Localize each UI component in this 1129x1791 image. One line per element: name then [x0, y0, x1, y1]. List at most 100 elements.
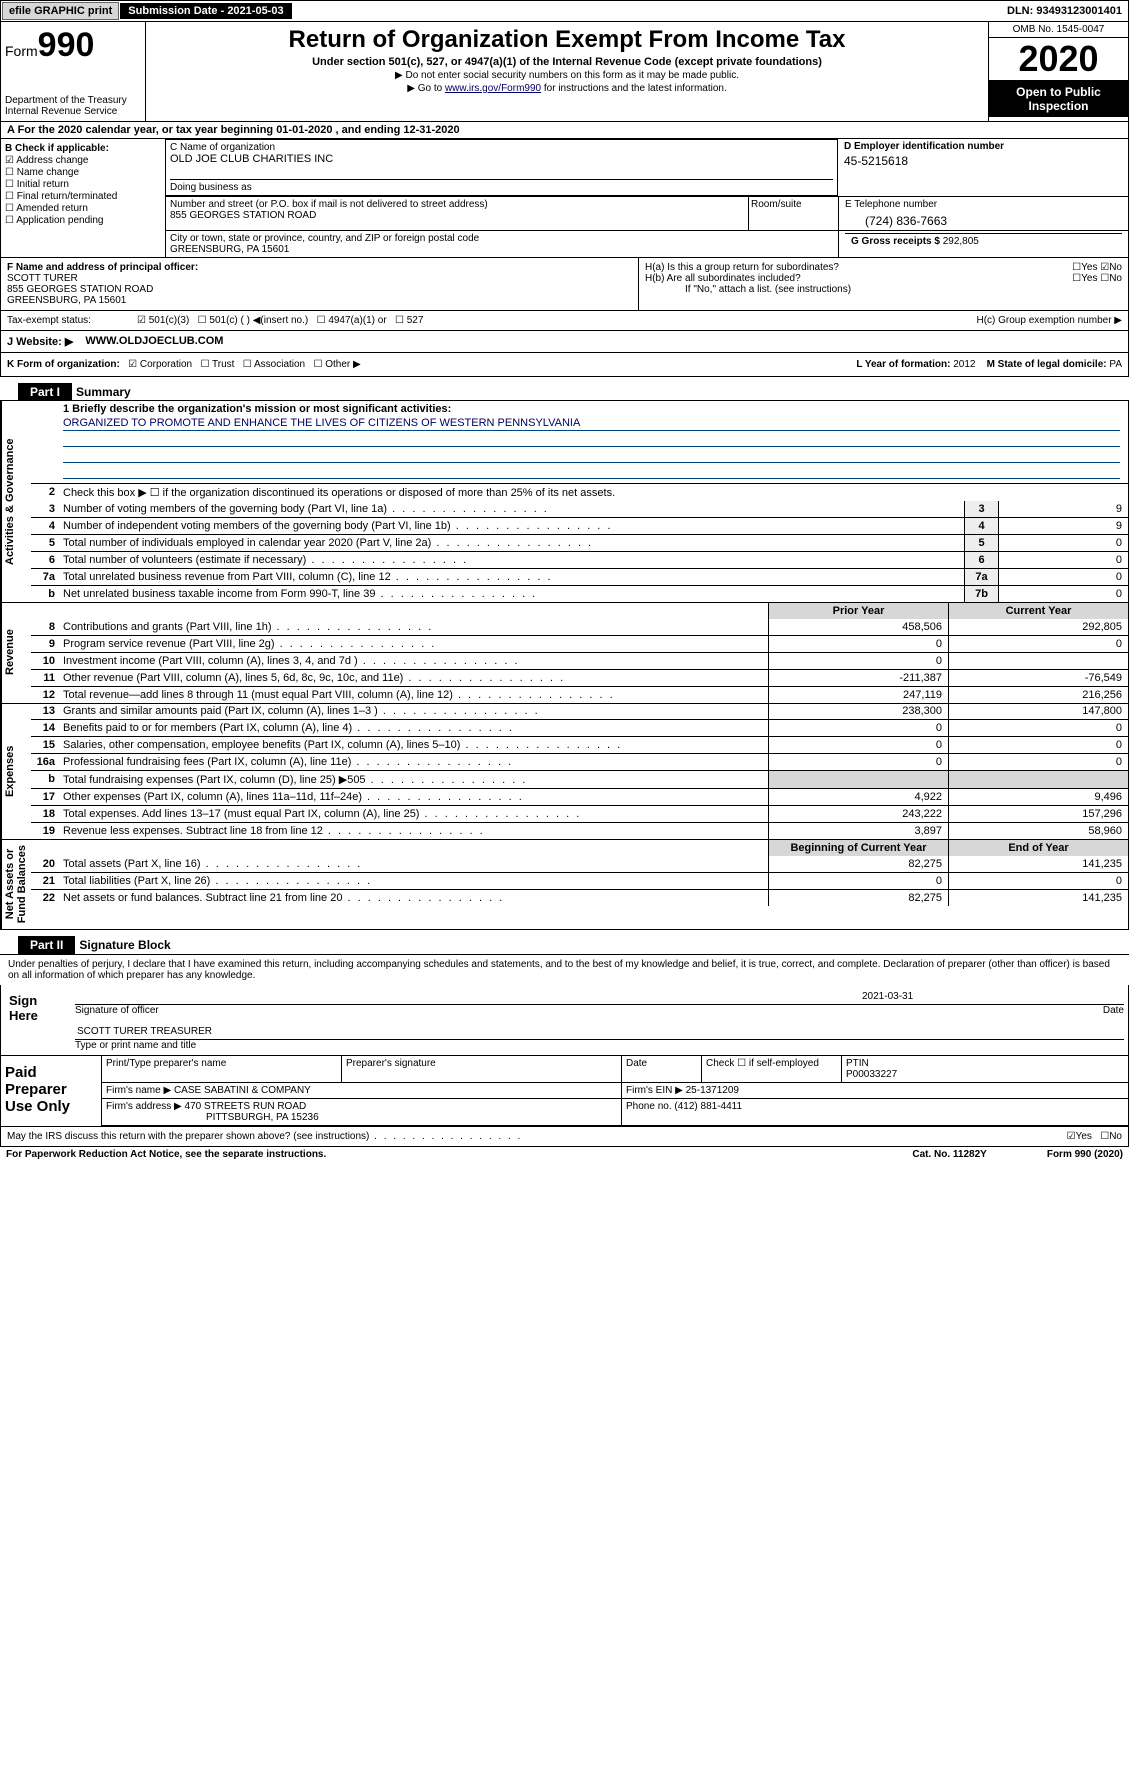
ssn-note: ▶ Do not enter social security numbers o… [150, 70, 984, 81]
m-label: M State of legal domicile: [987, 359, 1110, 370]
room-label: Room/suite [748, 197, 838, 230]
k-corp: Corporation [140, 359, 192, 370]
dba-label: Doing business as [170, 179, 833, 193]
discuss-no: No [1109, 1131, 1122, 1142]
ptin-val: P00033227 [846, 1069, 1124, 1080]
summary-row: 15Salaries, other compensation, employee… [31, 736, 1128, 753]
l-value: 2012 [953, 359, 975, 370]
summary-row: bTotal fundraising expenses (Part IX, co… [31, 770, 1128, 788]
sig-officer-line[interactable] [77, 991, 862, 1002]
omb-number: OMB No. 1545-0047 [989, 22, 1128, 38]
cat-no: Cat. No. 11282Y [912, 1149, 986, 1160]
summary-row: 5Total number of individuals employed in… [31, 534, 1128, 551]
beg-year-hdr: Beginning of Current Year [768, 840, 948, 856]
hb-note: If "No," attach a list. (see instruction… [645, 284, 1122, 295]
addr-label: Number and street (or P.O. box if mail i… [170, 199, 744, 210]
summary-row: 10Investment income (Part VIII, column (… [31, 652, 1128, 669]
ptin-lbl: PTIN [846, 1058, 1124, 1069]
firm-city: PITTSBURGH, PA 15236 [106, 1112, 617, 1123]
colb-item[interactable]: ☐ Initial return [5, 179, 161, 190]
firm-addr: 470 STREETS RUN ROAD [185, 1101, 307, 1112]
tel-label: E Telephone number [845, 199, 1122, 210]
side-revenue: Revenue [1, 602, 31, 703]
tax-status-opts: ☑ 501(c)(3) ☐ 501(c) ( ) ◀(insert no.) ☐… [137, 315, 423, 326]
prep-name-lbl: Print/Type preparer's name [101, 1056, 341, 1082]
irs-link[interactable]: www.irs.gov/Form990 [445, 83, 541, 94]
summary-row: 17Other expenses (Part IX, column (A), l… [31, 788, 1128, 805]
city-value: GREENSBURG, PA 15601 [170, 244, 834, 255]
summary-row: 19Revenue less expenses. Subtract line 1… [31, 822, 1128, 839]
part1-title: Summary [76, 385, 131, 399]
tel-value: (724) 836-7663 [865, 214, 1122, 228]
colb-item[interactable]: ☐ Amended return [5, 203, 161, 214]
ein-value: 45-5215618 [844, 154, 1122, 168]
website-label: J Website: ▶ [7, 335, 73, 348]
hb-yes: Yes [1081, 273, 1097, 284]
form-prefix: Form [5, 43, 38, 59]
l-label: L Year of formation: [856, 359, 953, 370]
city-label: City or town, state or province, country… [170, 233, 834, 244]
website-url: WWW.OLDJOECLUB.COM [85, 335, 223, 348]
pra-notice: For Paperwork Reduction Act Notice, see … [6, 1149, 326, 1160]
phone-val: (412) 881-4411 [674, 1101, 742, 1112]
mission-text: ORGANIZED TO PROMOTE AND ENHANCE THE LIV… [63, 417, 1120, 431]
summary-row: 18Total expenses. Add lines 13–17 (must … [31, 805, 1128, 822]
part2-header: Part II [18, 936, 75, 954]
check-self: Check ☐ if self-employed [701, 1056, 841, 1082]
summary-row: 20Total assets (Part X, line 16)82,27514… [31, 856, 1128, 872]
prep-sig-lbl: Preparer's signature [341, 1056, 621, 1082]
part1-header: Part I [18, 383, 72, 401]
curr-year-hdr: Current Year [948, 603, 1128, 619]
summary-row: 14Benefits paid to or for members (Part … [31, 719, 1128, 736]
form-num: 990 [38, 26, 95, 64]
colb-item[interactable]: ☑ Address change [5, 155, 161, 166]
summary-row: 7aTotal unrelated business revenue from … [31, 568, 1128, 585]
summary-row: 6Total number of volunteers (estimate if… [31, 551, 1128, 568]
form-number-block: Form990 Department of the Treasury Inter… [1, 22, 146, 121]
officer-city: GREENSBURG, PA 15601 [7, 295, 632, 306]
form-subtitle: Under section 501(c), 527, or 4947(a)(1)… [150, 56, 984, 68]
line2-text: Check this box ▶ ☐ if the organization d… [59, 484, 1128, 501]
colb-item[interactable]: ☐ Name change [5, 167, 161, 178]
col-b-label: B Check if applicable: [5, 143, 161, 154]
submission-date: Submission Date - 2021-05-03 [120, 3, 291, 19]
discuss-text: May the IRS discuss this return with the… [7, 1131, 522, 1142]
hc-label: H(c) Group exemption number ▶ [976, 315, 1122, 326]
org-name: OLD JOE CLUB CHARITIES INC [170, 153, 833, 165]
end-year-hdr: End of Year [948, 840, 1128, 856]
mission-label: 1 Briefly describe the organization's mi… [63, 403, 1120, 415]
side-netassets: Net Assets or Fund Balances [1, 839, 31, 929]
side-expenses: Expenses [1, 703, 31, 839]
colb-item[interactable]: ☐ Final return/terminated [5, 191, 161, 202]
k-other: Other ▶ [325, 359, 360, 370]
sig-date: 2021-03-31 [862, 991, 1122, 1002]
summary-row: 22Net assets or fund balances. Subtract … [31, 889, 1128, 906]
sign-here: Sign Here [1, 985, 71, 1055]
m-value: PA [1109, 359, 1122, 370]
col-b: B Check if applicable: ☑ Address change☐… [1, 139, 166, 257]
org-name-label: C Name of organization [170, 142, 833, 153]
prior-year-hdr: Prior Year [768, 603, 948, 619]
line-a: A For the 2020 calendar year, or tax yea… [0, 122, 1129, 139]
goto-post: for instructions and the latest informat… [541, 83, 727, 94]
k-trust: Trust [212, 359, 234, 370]
paid-preparer: Paid Preparer Use Only [1, 1056, 101, 1126]
open-inspection: Open to Public Inspection [989, 81, 1128, 117]
prep-date-lbl: Date [621, 1056, 701, 1082]
ein-label: D Employer identification number [844, 141, 1122, 152]
perjury-text: Under penalties of perjury, I declare th… [0, 954, 1129, 985]
firm-addr-lbl: Firm's address ▶ [106, 1101, 182, 1112]
summary-row: 12Total revenue—add lines 8 through 11 (… [31, 686, 1128, 703]
summary-row: 21Total liabilities (Part X, line 26)00 [31, 872, 1128, 889]
hb-no: No [1109, 273, 1122, 284]
date-lbl: Date [1103, 1005, 1124, 1016]
summary-row: 8Contributions and grants (Part VIII, li… [31, 619, 1128, 635]
k-label: K Form of organization: [7, 359, 120, 370]
officer-addr: 855 GEORGES STATION ROAD [7, 284, 632, 295]
ha-label: H(a) Is this a group return for subordin… [645, 262, 839, 273]
form-title: Return of Organization Exempt From Incom… [150, 26, 984, 54]
colb-item[interactable]: ☐ Application pending [5, 215, 161, 226]
sig-officer-lbl: Signature of officer [75, 1005, 1103, 1016]
ha-yes: Yes [1081, 262, 1097, 273]
firm-ein-lbl: Firm's EIN ▶ [626, 1085, 683, 1096]
